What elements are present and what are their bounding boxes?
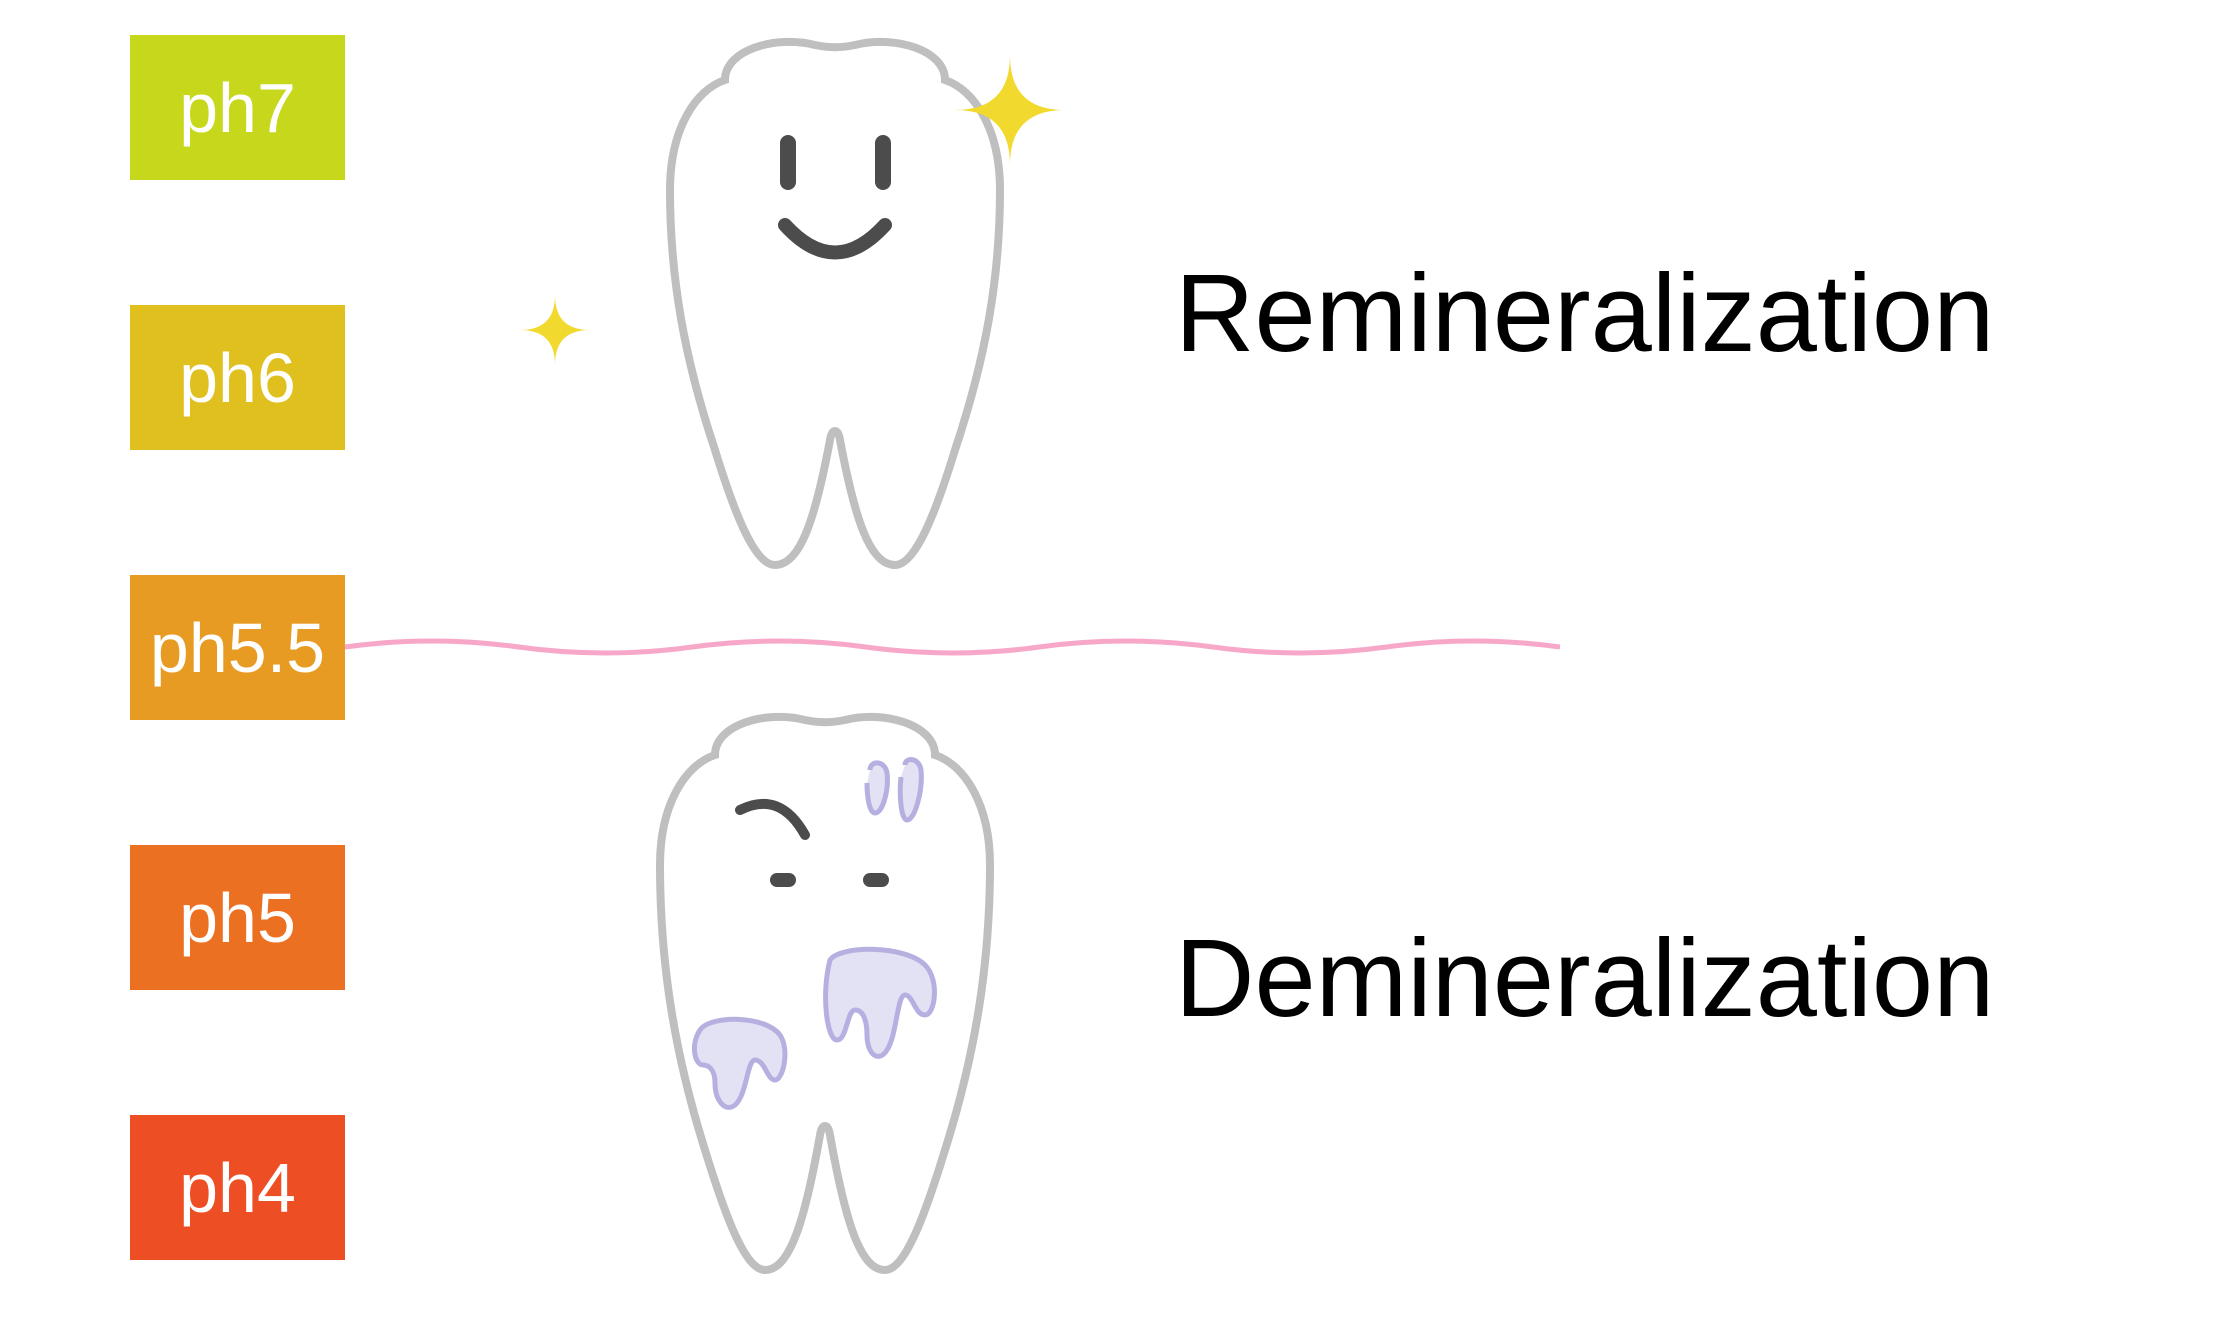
infographic-stage: ph7 ph6 ph5.5 ph5 ph4 [0,0,2235,1341]
demineralization-label: Demineralization [1175,915,1994,1042]
divider-line [0,0,2235,1341]
remineralization-label: Remineralization [1175,250,1994,377]
sad-tooth [605,695,1045,1295]
sparkle-icon [953,53,1067,167]
sparkle-icon [518,293,592,367]
